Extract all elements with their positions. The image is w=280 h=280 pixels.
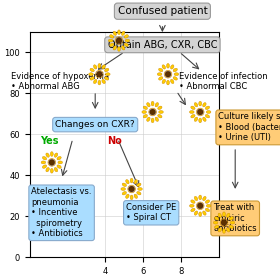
Text: Evidence of hypoxemia
• Abnormal ABG: Evidence of hypoxemia • Abnormal ABG: [11, 71, 109, 91]
Text: Treat with
empiric
antibiotics: Treat with empiric antibiotics: [213, 204, 257, 233]
Text: Confused patient: Confused patient: [118, 6, 207, 16]
Text: Culture likely sources
• Blood (bacteremia)
• Urine (UTI): Culture likely sources • Blood (bacterem…: [218, 113, 280, 142]
Text: Yes: Yes: [40, 136, 58, 146]
Text: Evidence of infection
• Abnormal CBC: Evidence of infection • Abnormal CBC: [179, 71, 268, 91]
Text: Changes on CXR?: Changes on CXR?: [55, 120, 135, 129]
Text: Atelectasis vs.
pneumonia
• Incentive
  spirometry
• Antibiotics: Atelectasis vs. pneumonia • Incentive sp…: [31, 188, 92, 238]
Text: Consider PE
• Spiral CT: Consider PE • Spiral CT: [126, 203, 176, 223]
Text: Obtain ABG, CXR, CBC: Obtain ABG, CXR, CBC: [108, 40, 217, 50]
Text: No: No: [108, 136, 122, 146]
